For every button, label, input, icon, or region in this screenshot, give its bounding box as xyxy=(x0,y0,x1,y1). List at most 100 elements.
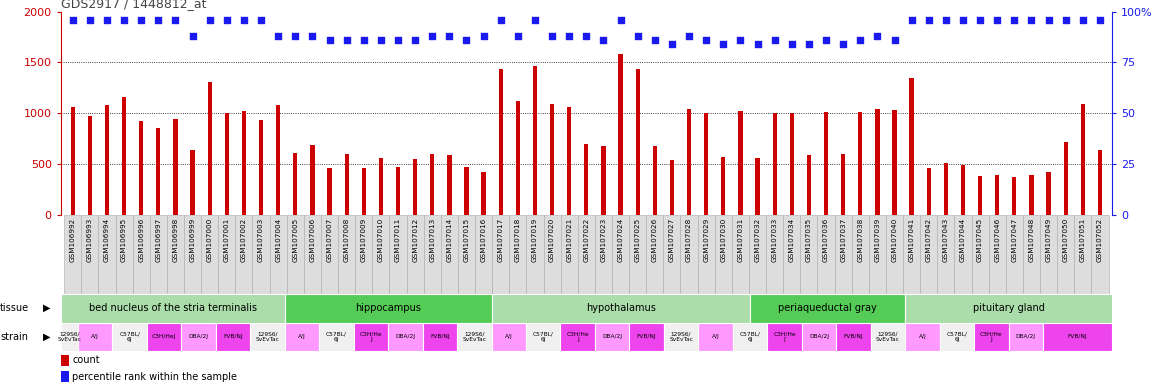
Bar xyxy=(905,294,1112,323)
Point xyxy=(595,37,613,43)
Bar xyxy=(362,168,366,215)
Text: C57BL/
6J: C57BL/ 6J xyxy=(533,332,554,342)
Text: GSM107047: GSM107047 xyxy=(1011,217,1017,262)
Text: A/J: A/J xyxy=(918,334,926,339)
Bar xyxy=(311,145,314,215)
Bar xyxy=(841,154,846,215)
Text: A/J: A/J xyxy=(298,334,306,339)
Point xyxy=(114,17,133,23)
Bar xyxy=(858,112,862,215)
Bar xyxy=(732,323,767,351)
Text: C57BL/
6J: C57BL/ 6J xyxy=(326,332,347,342)
Bar xyxy=(939,323,974,351)
Bar xyxy=(378,158,383,215)
Bar xyxy=(926,168,931,215)
Point xyxy=(338,37,356,43)
Text: GSM107042: GSM107042 xyxy=(926,217,932,262)
Text: 129S6/
SvEvTac: 129S6/ SvEvTac xyxy=(256,332,279,342)
Point xyxy=(714,41,732,47)
Bar xyxy=(807,155,811,215)
Bar xyxy=(618,54,623,215)
Point xyxy=(98,17,117,23)
Text: GDS2917 / 1448812_at: GDS2917 / 1448812_at xyxy=(61,0,207,10)
Bar xyxy=(293,153,298,215)
Text: GSM107045: GSM107045 xyxy=(978,217,983,262)
Point xyxy=(937,17,955,23)
Bar xyxy=(1040,215,1057,294)
Point xyxy=(1056,17,1075,23)
Text: A/J: A/J xyxy=(505,334,513,339)
Text: GSM106999: GSM106999 xyxy=(189,217,195,262)
Point xyxy=(662,41,681,47)
Point xyxy=(354,37,373,43)
Bar xyxy=(630,323,663,351)
Bar xyxy=(373,215,389,294)
Text: hypothalamus: hypothalamus xyxy=(586,303,655,313)
Bar xyxy=(216,323,250,351)
Bar xyxy=(772,113,777,215)
Bar xyxy=(440,215,458,294)
Bar xyxy=(150,215,167,294)
Point xyxy=(646,37,665,43)
Point xyxy=(885,37,904,43)
Bar xyxy=(252,215,270,294)
Bar xyxy=(286,215,304,294)
Text: GSM106995: GSM106995 xyxy=(121,217,127,262)
Text: GSM106994: GSM106994 xyxy=(104,217,110,262)
Bar xyxy=(635,68,640,215)
Text: GSM107035: GSM107035 xyxy=(806,217,812,262)
Bar xyxy=(790,113,794,215)
Bar xyxy=(561,323,595,351)
Text: periaqueductal gray: periaqueductal gray xyxy=(778,303,877,313)
Bar xyxy=(823,112,828,215)
Text: C57BL/
6J: C57BL/ 6J xyxy=(739,332,760,342)
Text: GSM106997: GSM106997 xyxy=(155,217,161,262)
Point xyxy=(132,17,151,23)
Text: 129S6/
SvEvTac: 129S6/ SvEvTac xyxy=(463,332,486,342)
Bar xyxy=(321,215,338,294)
Bar xyxy=(406,215,424,294)
Point xyxy=(1040,17,1058,23)
Bar xyxy=(738,111,743,215)
Text: GSM107050: GSM107050 xyxy=(1063,217,1069,262)
Text: DBA/2J: DBA/2J xyxy=(396,334,416,339)
Bar xyxy=(944,163,948,215)
Bar xyxy=(1029,175,1034,215)
Text: GSM107034: GSM107034 xyxy=(788,217,794,262)
Text: FVB/NJ: FVB/NJ xyxy=(843,334,863,339)
Bar xyxy=(653,146,656,215)
Bar xyxy=(892,110,897,215)
Text: GSM107001: GSM107001 xyxy=(224,217,230,262)
Text: GSM107032: GSM107032 xyxy=(755,217,760,262)
Bar xyxy=(1080,104,1085,215)
Text: GSM107033: GSM107033 xyxy=(772,217,778,262)
Point xyxy=(201,17,220,23)
Text: GSM107010: GSM107010 xyxy=(378,217,384,262)
Text: GSM107022: GSM107022 xyxy=(583,217,590,262)
Bar xyxy=(767,323,801,351)
Text: GSM107029: GSM107029 xyxy=(703,217,709,262)
Point xyxy=(1073,17,1092,23)
Bar xyxy=(345,154,349,215)
Text: DBA/2J: DBA/2J xyxy=(809,334,829,339)
Bar xyxy=(458,215,475,294)
Text: GSM107024: GSM107024 xyxy=(618,217,624,262)
Point xyxy=(235,17,253,23)
Text: GSM107018: GSM107018 xyxy=(515,217,521,262)
Bar xyxy=(354,323,388,351)
Text: GSM107040: GSM107040 xyxy=(891,217,897,262)
Bar xyxy=(105,105,109,215)
Bar xyxy=(276,105,280,215)
Bar xyxy=(304,215,321,294)
Point xyxy=(150,17,168,23)
Point xyxy=(988,17,1007,23)
Bar xyxy=(116,215,133,294)
Bar xyxy=(218,215,236,294)
Bar xyxy=(715,215,732,294)
Bar xyxy=(875,109,880,215)
Text: C3H/He
J: C3H/He J xyxy=(360,332,382,342)
Text: GSM107012: GSM107012 xyxy=(412,217,418,262)
Point xyxy=(731,37,750,43)
Bar xyxy=(61,355,69,366)
Bar xyxy=(995,175,1000,215)
